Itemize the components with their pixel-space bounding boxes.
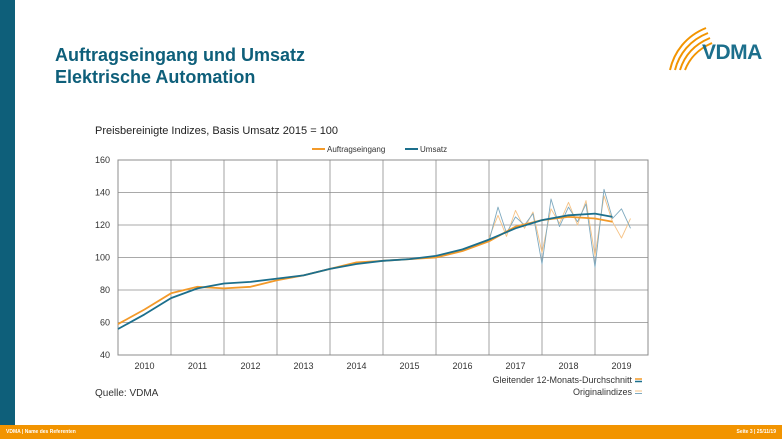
x-tick-label: 2019 xyxy=(611,361,631,371)
x-tick-label: 2015 xyxy=(399,361,419,371)
series-line-auftragseingang-original xyxy=(488,195,631,257)
y-tick-label: 40 xyxy=(100,350,110,360)
y-tick-label: 140 xyxy=(95,188,110,198)
footer-right-text: Seite 3 | 25/11/19 xyxy=(736,429,777,435)
x-tick-label: 2010 xyxy=(134,361,154,371)
page-title: Auftragseingang und Umsatz Elektrische A… xyxy=(55,44,305,88)
footer-left-text: VDMA | Name des Referenten xyxy=(6,429,76,435)
x-tick-label: 2013 xyxy=(293,361,313,371)
footer-bar: VDMA | Name des Referenten Seite 3 | 25/… xyxy=(0,425,782,439)
x-tick-label: 2014 xyxy=(346,361,366,371)
logo-swoosh-icon xyxy=(669,27,713,71)
title-line-1: Auftragseingang und Umsatz xyxy=(55,45,306,65)
title-line-2: Elektrische Automation xyxy=(55,67,256,87)
chart-area: 160 140 120 100 80 60 40 2010 2011 2012 2013 2014 20… xyxy=(95,145,649,397)
legend-label: Umsatz xyxy=(420,145,447,154)
x-tick-label: 2011 xyxy=(188,361,207,371)
series-line-umsatz-smoothed xyxy=(117,212,613,330)
source-note: Quelle: VDMA xyxy=(95,388,159,399)
y-tick-label: 80 xyxy=(100,285,110,295)
vdma-logo: VDMA xyxy=(662,22,774,76)
x-tick-label: 2017 xyxy=(505,361,525,371)
left-accent-bar xyxy=(0,0,15,425)
chart-subtitle: Preisbereinigte Indizes, Basis Umsatz 20… xyxy=(95,125,339,137)
y-tick-label: 160 xyxy=(95,155,110,165)
y-tick-label: 60 xyxy=(100,318,110,328)
x-tick-label: 2016 xyxy=(452,361,472,371)
x-tick-label: 2012 xyxy=(240,361,260,371)
legend-original-label: Originalindizes xyxy=(573,387,633,397)
logo-text: VDMA xyxy=(702,41,762,64)
series-line-umsatz-original xyxy=(488,188,631,268)
legend-label: Auftragseingang xyxy=(327,145,385,154)
legend-smoothed-label: Gleitender 12-Monats-Durchschnitt xyxy=(492,375,632,385)
y-tick-label: 120 xyxy=(95,220,110,230)
y-tick-label: 100 xyxy=(95,253,110,263)
x-tick-label: 2018 xyxy=(558,361,578,371)
